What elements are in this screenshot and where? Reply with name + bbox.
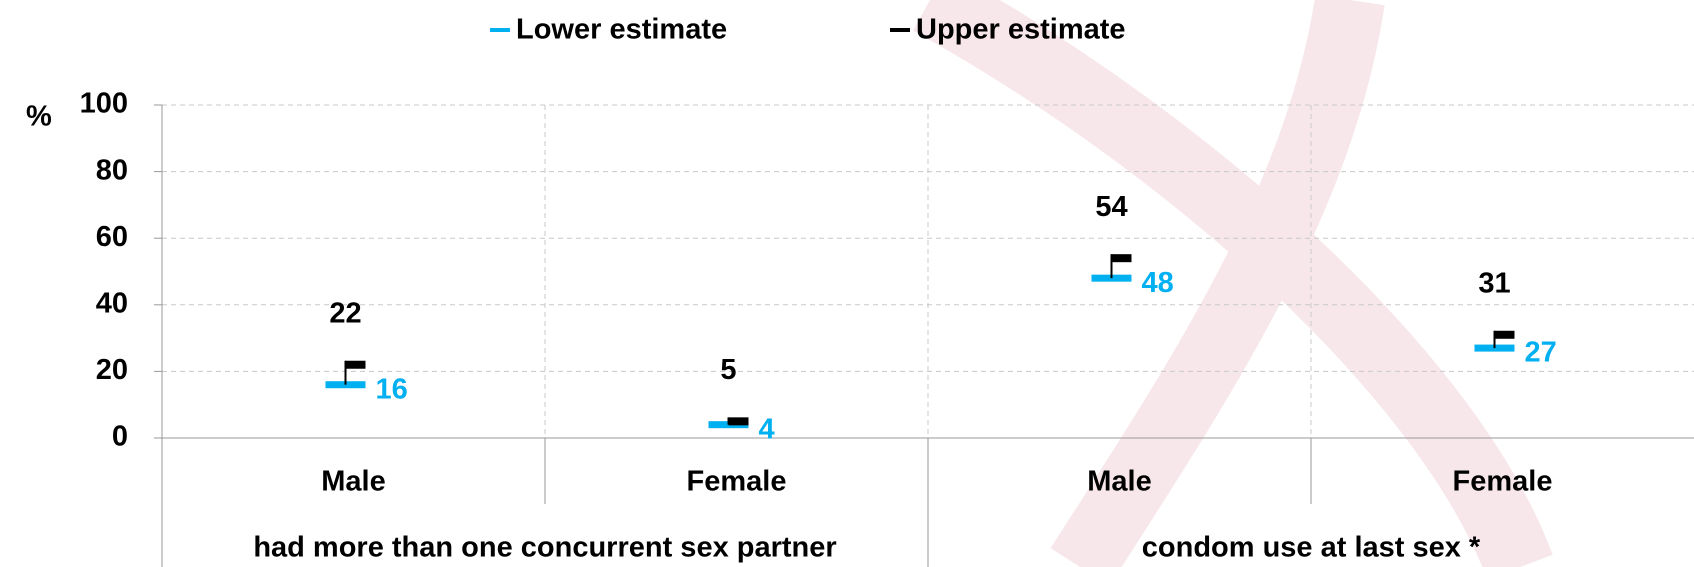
- lower-value-label: 27: [1525, 337, 1557, 369]
- y-axis-label: %: [26, 101, 52, 133]
- upper-value-label: 31: [1478, 267, 1510, 299]
- upper-marker: [728, 417, 749, 426]
- lower-value-label: 16: [376, 373, 408, 405]
- upper-value-label: 22: [329, 297, 361, 329]
- lower-value-label: 4: [759, 413, 775, 445]
- upper-value-label: 54: [1095, 191, 1127, 223]
- upper-value-label: 5: [720, 354, 736, 386]
- x-tick-label: Male: [321, 466, 385, 498]
- legend-label: Upper estimate: [916, 14, 1126, 46]
- y-tick-label: 20: [96, 354, 128, 386]
- lower-value-label: 48: [1142, 267, 1174, 299]
- group-label: condom use at last sex *: [1142, 532, 1481, 564]
- legend-label: Lower estimate: [516, 14, 727, 46]
- upper-marker: [345, 360, 366, 369]
- y-tick-label: 0: [112, 421, 128, 453]
- x-tick-label: Female: [1453, 466, 1553, 498]
- y-tick-label: 60: [96, 221, 128, 253]
- y-tick-label: 40: [96, 287, 128, 319]
- x-tick-label: Male: [1087, 466, 1151, 498]
- y-tick-label: 80: [96, 154, 128, 186]
- ribbon-decoration: [912, 0, 1553, 567]
- upper-marker: [1494, 330, 1515, 339]
- upper-marker: [1111, 254, 1132, 263]
- y-tick-label: 100: [80, 88, 128, 120]
- x-tick-label: Female: [687, 466, 787, 498]
- group-label: had more than one concurrent sex partner: [253, 532, 836, 564]
